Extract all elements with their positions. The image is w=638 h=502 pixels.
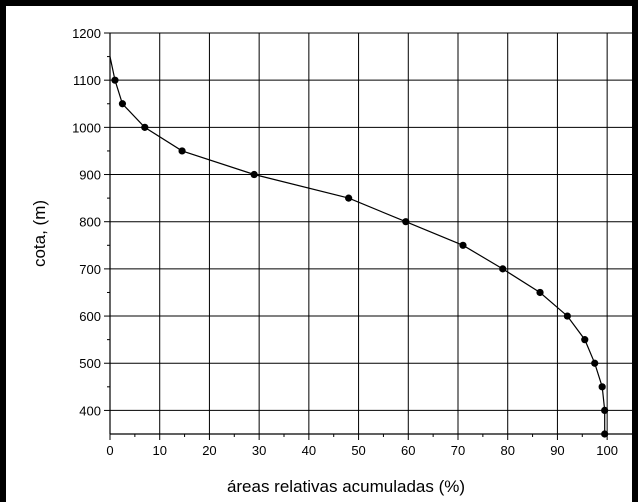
x-tick-label: 50 [351,443,365,458]
y-tick-label: 600 [79,309,101,324]
data-point [178,147,186,155]
y-tick-label: 800 [79,215,101,230]
grid [109,32,632,434]
y-tick-label: 400 [79,403,101,418]
axes [104,32,632,440]
data-point [499,265,507,273]
data-point [601,406,609,415]
x-tick-label: 70 [451,443,465,458]
data-point [601,430,609,438]
y-tick-label: 900 [79,168,101,183]
data-point [563,312,571,320]
data-point [536,288,544,297]
y-axis-title: cota, (m) [30,200,49,267]
tick-labels: 0 10 20 30 40 50 60 70 80 90 100 400 500 600 700 800 900… [72,26,618,458]
x-tick-label: 80 [500,443,514,458]
data-point [111,76,119,84]
data-point [250,170,258,179]
x-axis-title: áreas relativas acumuladas (%) [227,477,465,496]
x-tick-label: 100 [596,443,618,458]
data-point [598,383,606,391]
data-point [345,194,353,202]
data-point [118,100,127,108]
series-line [109,56,606,434]
y-tick-label: 700 [79,262,101,277]
y-tick-label: 500 [79,356,101,371]
x-tick-label: 0 [106,443,113,458]
data-point [402,218,410,226]
x-tick-label: 30 [252,443,266,458]
x-tick-label: 10 [152,443,166,458]
data-point [581,336,589,344]
x-tick-label: 60 [401,443,415,458]
series [109,56,609,438]
data-point [459,241,467,249]
data-point [591,359,599,367]
y-tick-label: 1000 [72,120,101,135]
data-point [141,123,149,131]
y-tick-label: 1100 [73,73,101,88]
y-tick-label: 1200 [72,26,101,41]
x-tick-label: 20 [202,443,216,458]
x-tick-label: 90 [550,443,564,458]
x-tick-label: 40 [302,443,316,458]
